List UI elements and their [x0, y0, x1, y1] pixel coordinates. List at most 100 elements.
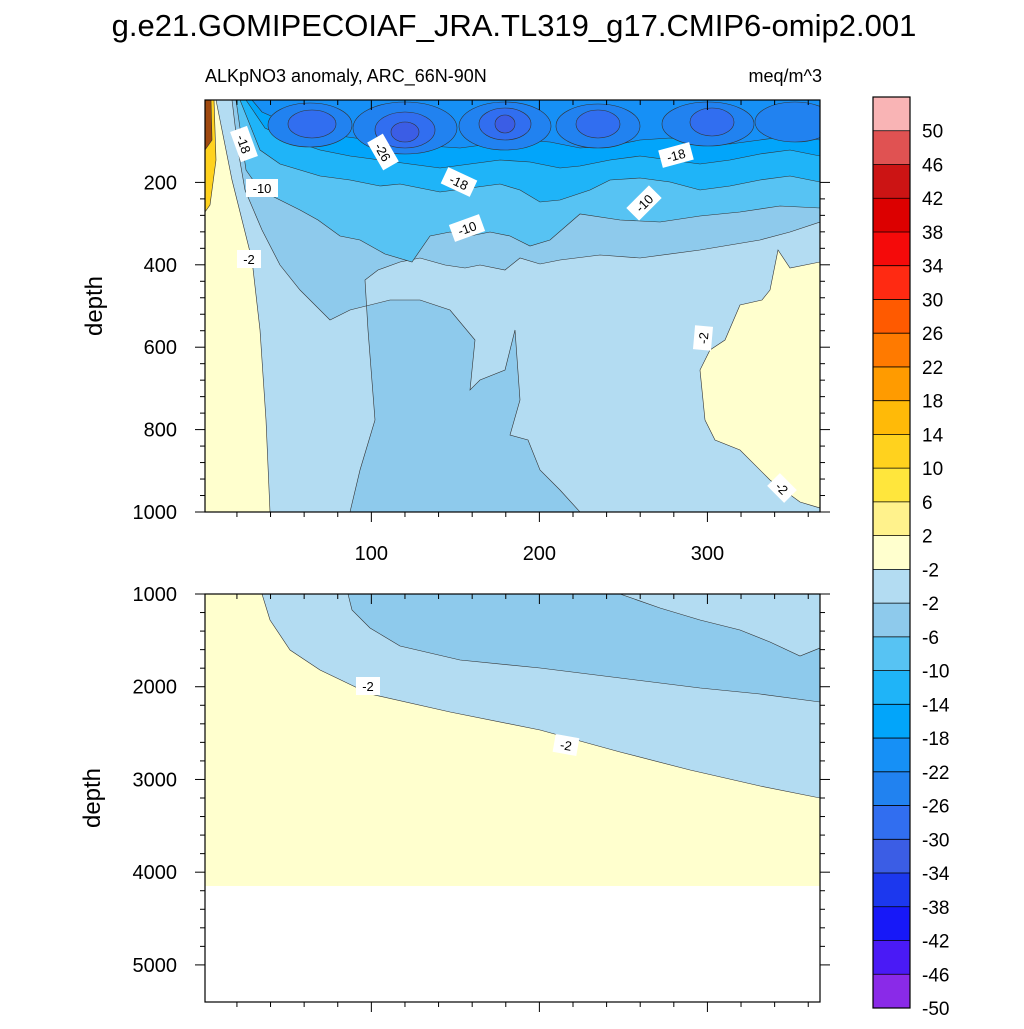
upper-xtick-label: 200	[523, 543, 556, 565]
svg-text:-2: -2	[696, 332, 712, 345]
colorbar-swatch	[873, 501, 910, 536]
colorbar-swatch	[873, 873, 910, 908]
svg-text:-18: -18	[447, 172, 470, 194]
colorbar-label: -50	[922, 999, 949, 1020]
colorbar-label: -2	[922, 560, 939, 581]
upper-fill-minus34-38-patches	[390, 114, 516, 143]
colorbar-swatch	[873, 636, 910, 671]
colorbar-swatch	[873, 366, 910, 401]
colorbar-label: -38	[922, 898, 949, 919]
lower-ticks: 1000 2000 3000 4000 5000	[133, 584, 830, 1012]
colorbar-swatch	[873, 299, 910, 334]
panel-units-title: meq/m^3	[749, 66, 822, 86]
colorbar-swatch	[873, 670, 910, 705]
colorbar-label: 42	[922, 189, 943, 210]
lower-fill-minus6-10	[347, 594, 820, 703]
contour-label: -18	[440, 167, 478, 197]
colorbar-label: 10	[922, 459, 943, 480]
colorbar-swatch	[873, 434, 910, 469]
contour-label: -18	[658, 142, 694, 168]
colorbar-swatch	[873, 569, 910, 604]
upper-contour-labels: -18 -26 -18 -18 -10 -10 -10 -2 -2 -2	[230, 125, 797, 503]
svg-text:-10: -10	[456, 218, 479, 239]
upper-xtick-label: 100	[355, 543, 388, 565]
contour-label: -2	[692, 325, 714, 351]
colorbar-label: 18	[922, 392, 943, 413]
lower-ylabel: depth	[79, 768, 106, 828]
lower-ytick-label: 1000	[133, 584, 178, 606]
colorbar-label: 46	[922, 155, 943, 176]
colorbar-label: -26	[922, 797, 949, 818]
lower-panel: 1000 2000 3000 4000 5000 -2 -2 depth	[79, 584, 830, 1012]
upper-fill-positive-core	[205, 100, 213, 151]
colorbar: 50 46 42 38 34 30 26 22 18 14 10 6 2 -2 -2 -6 -10 -14 -18 -…	[872, 96, 950, 1020]
upper-fill-minus26-30-patches	[267, 101, 820, 155]
colorbar-label: 6	[922, 493, 933, 514]
svg-text:-2: -2	[559, 737, 573, 754]
colorbar-label: -14	[922, 695, 950, 716]
colorbar-swatch	[873, 535, 910, 570]
colorbar-swatch	[873, 771, 910, 806]
colorbar-swatch	[873, 265, 910, 300]
upper-ticks: 100 200 300 200 400 600 800 1000	[133, 100, 830, 565]
colorbar-swatch	[873, 198, 910, 233]
upper-fill-minus30-34-patches	[287, 107, 735, 149]
colorbar-label: -18	[922, 729, 949, 750]
lower-ytick-label: 5000	[133, 955, 178, 977]
svg-text:-10: -10	[253, 181, 272, 196]
colorbar-label: -22	[922, 763, 949, 784]
colorbar-label: 2	[922, 527, 933, 548]
contour-label: -18	[230, 125, 258, 163]
colorbar-swatch	[873, 940, 910, 975]
colorbar-label: -46	[922, 965, 949, 986]
colorbar-label: 22	[922, 358, 943, 379]
upper-xtick-label: 300	[691, 543, 724, 565]
colorbar-swatch	[873, 231, 910, 267]
lower-contour-labels: -2 -2	[356, 677, 580, 756]
svg-text:-18: -18	[233, 133, 254, 156]
upper-fill-light-band	[205, 100, 271, 512]
colorbar-label: 30	[922, 290, 943, 311]
contour-label: -2	[356, 677, 380, 695]
panel-left-title: ALKpNO3 anomaly, ARC_66N-90N	[205, 66, 487, 87]
colorbar-swatch	[873, 164, 910, 199]
lower-ytick-label: 3000	[133, 769, 178, 791]
upper-ytick-label: 600	[144, 337, 177, 359]
colorbar-swatch	[873, 400, 910, 435]
svg-text:-2: -2	[362, 679, 374, 694]
colorbar-swatch	[873, 468, 910, 503]
colorbar-label: 50	[922, 122, 943, 143]
colorbar-label: 26	[922, 324, 943, 345]
colorbar-label: 38	[922, 223, 943, 244]
contour-label: -26	[367, 133, 399, 171]
colorbar-swatch	[873, 97, 910, 132]
upper-ytick-label: 1000	[133, 502, 178, 524]
colorbar-swatch	[873, 603, 910, 638]
colorbar-swatch	[873, 738, 910, 773]
colorbar-swatch	[873, 333, 910, 368]
colorbar-swatch	[873, 906, 910, 941]
contour-label: -10	[448, 214, 486, 242]
lower-ytick-label: 2000	[133, 677, 178, 699]
contour-label: -2	[237, 250, 261, 268]
colorbar-swatch	[873, 805, 910, 840]
lower-ytick-label: 4000	[133, 862, 178, 884]
colorbar-label: -2	[922, 594, 939, 615]
colorbar-label: 14	[922, 425, 944, 446]
upper-frame	[204, 99, 821, 513]
upper-ytick-label: 800	[144, 420, 177, 442]
upper-ylabel: depth	[81, 276, 108, 336]
upper-ytick-label: 200	[144, 172, 177, 194]
contour-label: -2	[767, 473, 797, 503]
colorbar-label: -6	[922, 628, 939, 649]
contour-label: -2	[552, 734, 580, 756]
colorbar-swatch	[873, 130, 910, 165]
svg-text:-18: -18	[665, 146, 687, 165]
contour-label: -10	[246, 179, 278, 197]
colorbar-label: -34	[922, 864, 950, 885]
colorbar-label: -10	[922, 662, 949, 683]
main-title: g.e21.GOMIPECOIAF_JRA.TL319_g17.CMIP6-om…	[112, 8, 917, 43]
colorbar-swatch	[873, 839, 910, 874]
